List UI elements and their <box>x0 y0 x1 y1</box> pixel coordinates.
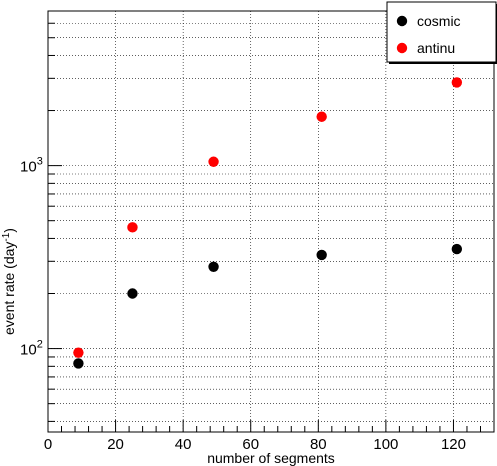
svg-text:event rate (day-1): event rate (day-1) <box>1 228 18 335</box>
x-tick-label: 0 <box>44 436 52 453</box>
x-axis-title: number of segments <box>207 450 335 466</box>
x-tick-label: 100 <box>373 436 398 453</box>
plot-frame <box>47 10 495 433</box>
data-point-antinu <box>127 222 138 233</box>
x-tick-label: 60 <box>242 436 259 453</box>
grid <box>48 10 494 432</box>
data-points <box>73 77 463 369</box>
legend-marker-antinu <box>396 42 408 54</box>
data-point-cosmic <box>73 358 84 369</box>
legend-label-antinu: antinu <box>417 40 455 56</box>
x-tick-label: 120 <box>441 436 466 453</box>
y-tick-label: 102 <box>20 339 43 359</box>
data-point-cosmic <box>208 261 219 272</box>
data-point-cosmic <box>127 288 138 299</box>
data-point-antinu <box>316 111 327 122</box>
y-tick-labels: 102 103 <box>20 156 43 359</box>
y-tick-label: 103 <box>20 156 43 176</box>
y-axis-title-close: ) <box>1 228 17 233</box>
y-axis-title-sup: -1 <box>1 232 12 241</box>
data-point-cosmic <box>316 249 327 261</box>
legend: cosmic antinu <box>386 1 497 64</box>
data-point-cosmic <box>451 243 463 255</box>
data-point-antinu <box>73 347 84 358</box>
axis-ticks <box>47 10 495 432</box>
data-point-antinu <box>208 156 219 167</box>
y-axis-title: event rate (day-1) <box>1 228 18 335</box>
x-tick-labels: 0 20 40 60 80 100 120 <box>44 436 466 453</box>
legend-marker-cosmic <box>396 15 408 27</box>
x-tick-label: 40 <box>175 436 192 453</box>
y-axis-title-main: event rate (day <box>1 242 17 335</box>
x-tick-label: 20 <box>107 436 124 453</box>
x-tick-label: 80 <box>310 436 327 453</box>
data-point-antinu <box>451 77 463 88</box>
legend-label-cosmic: cosmic <box>417 13 461 29</box>
